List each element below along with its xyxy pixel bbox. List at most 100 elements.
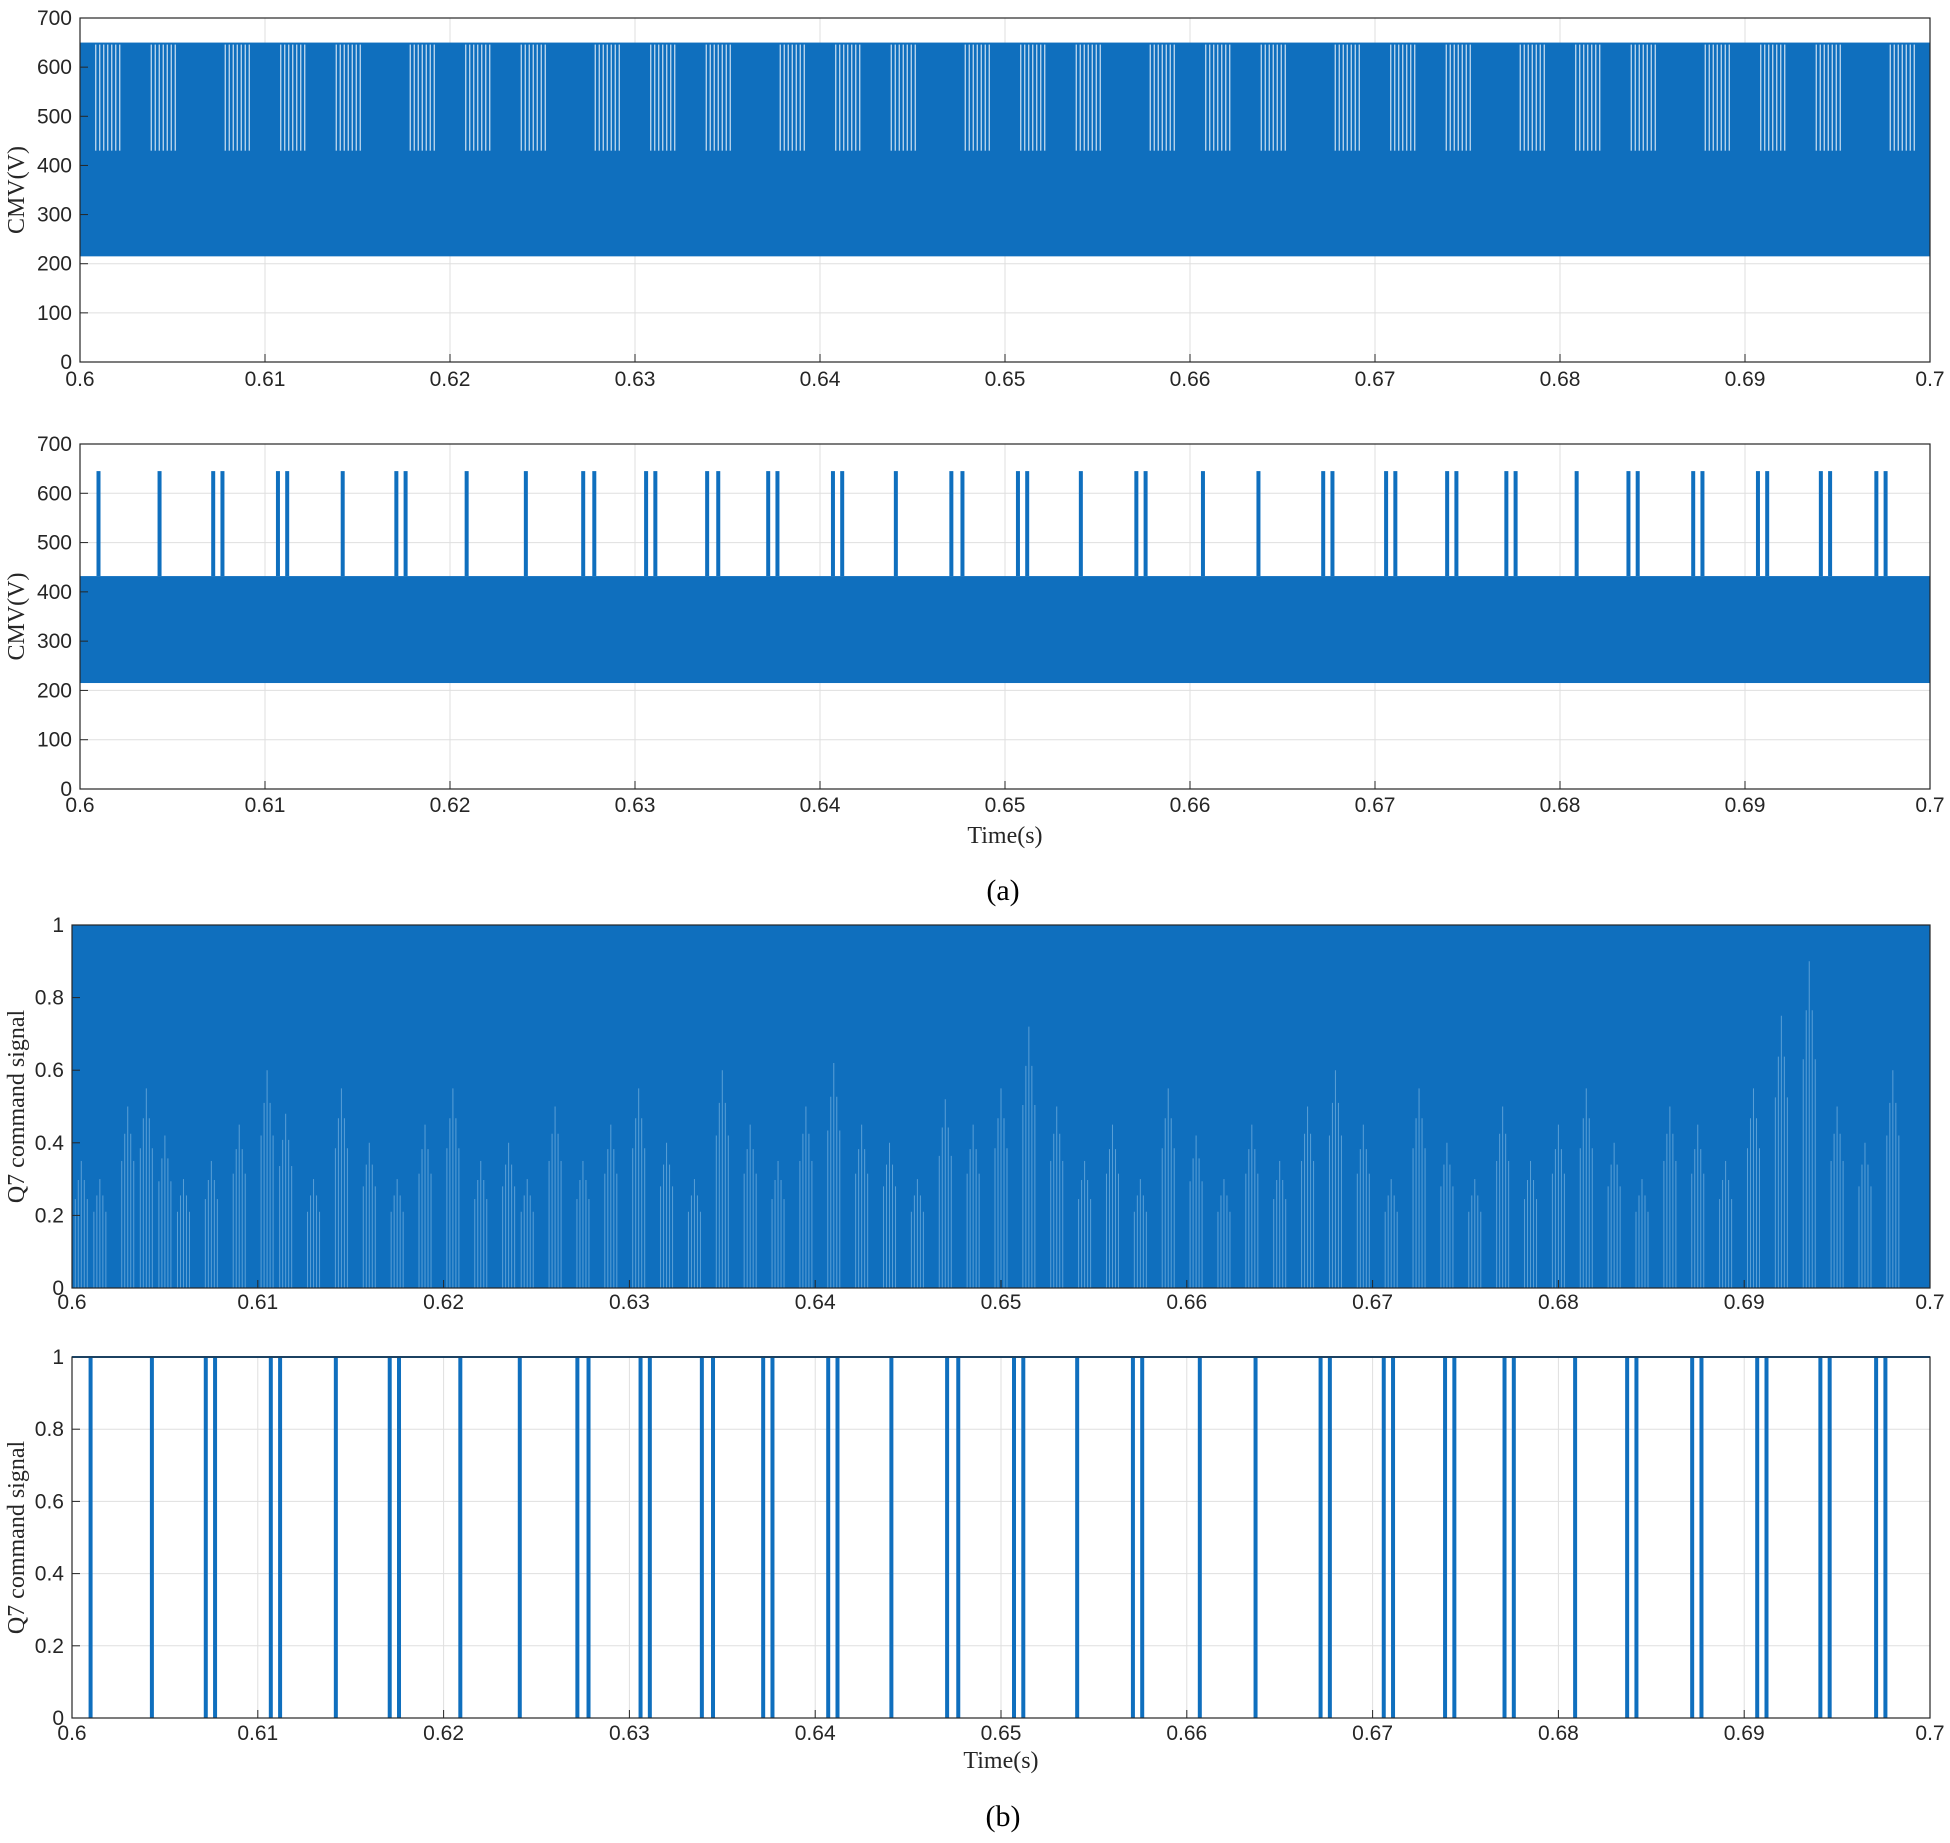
q7-plot-b-top: 0.6 0.61 0.62 0.63 0.64 0.65 0.66 0.67 0.68 0.69 0… <box>4 914 1945 1314</box>
signal-pulse <box>1391 1357 1396 1718</box>
x-tick-label: 0.67 <box>1355 368 1396 391</box>
x-tick-label: 0.67 <box>1355 794 1396 817</box>
signal-spike <box>403 471 408 577</box>
y-tick-label: 0 <box>60 778 72 801</box>
x-tick-label: 0.69 <box>1725 368 1766 391</box>
x-tick-label: 0.6 <box>57 1722 86 1745</box>
cmv-plot-a-top: 0.6 0.61 0.62 0.63 0.64 0.65 0.66 0.67 0.68 0.69 0… <box>4 7 1945 391</box>
x-tick-label: 0.64 <box>795 1722 836 1745</box>
signal-pulse <box>1012 1357 1017 1718</box>
signal-pulse <box>517 1357 522 1718</box>
signal-spike <box>464 471 469 577</box>
signal-pulse <box>203 1357 208 1718</box>
signal-pulse <box>761 1357 766 1718</box>
x-tick-label: 0.61 <box>245 368 286 391</box>
x-tick-label: 0.63 <box>609 1722 650 1745</box>
signal-pulse <box>1130 1357 1135 1718</box>
y-tick-label: 700 <box>37 433 72 456</box>
x-tick-label: 0.7 <box>1915 1722 1944 1745</box>
signal-pulse <box>333 1357 338 1718</box>
x-tick-label: 0.61 <box>237 1291 278 1314</box>
signal-pulse <box>1827 1357 1832 1718</box>
y-tick-label: 0 <box>52 1277 64 1300</box>
y-tick-label: 0.4 <box>35 1563 65 1586</box>
caption-b: (b) <box>986 1800 1021 1833</box>
signal-spike <box>1025 471 1030 577</box>
signal-spike <box>1321 471 1326 577</box>
signal-pulse <box>711 1357 716 1718</box>
signal-pulse <box>1197 1357 1202 1718</box>
x-tick-label: 0.61 <box>245 794 286 817</box>
x-tick-label: 0.6 <box>65 794 94 817</box>
signal-pulse <box>699 1357 704 1718</box>
signal-spike <box>893 471 898 577</box>
x-tick-label: 0.7 <box>1915 368 1944 391</box>
signal-pulse <box>1874 1357 1879 1718</box>
y-tick-label: 0.2 <box>35 1204 64 1227</box>
signal-spike <box>1874 471 1879 577</box>
x-tick-label: 0.63 <box>615 794 656 817</box>
signal-pulse <box>1021 1357 1026 1718</box>
y-axis-title: CMV(V) <box>4 146 30 234</box>
signal-pulse <box>575 1357 580 1718</box>
y-tick-label: 0.4 <box>35 1132 65 1155</box>
signal-pulse <box>1634 1357 1639 1718</box>
signal-spike <box>1755 471 1760 577</box>
y-tick-label: 0 <box>60 351 72 374</box>
signal-spike <box>1635 471 1640 577</box>
y-axis-title: Q7 command signal <box>4 1441 30 1635</box>
signal-spike <box>1330 471 1335 577</box>
y-tick-label: 600 <box>37 56 72 79</box>
x-axis-title: Time(s) <box>967 823 1042 849</box>
x-tick-label: 0.63 <box>609 1291 650 1314</box>
x-tick-label: 0.65 <box>985 368 1026 391</box>
signal-pulse <box>1502 1357 1507 1718</box>
x-tick-label: 0.65 <box>981 1722 1022 1745</box>
signal-spike <box>1765 471 1770 577</box>
signal-pulse <box>945 1357 950 1718</box>
signal-spike <box>1828 471 1833 577</box>
signal-pulse <box>1699 1357 1704 1718</box>
signal-pulse <box>458 1357 463 1718</box>
signal-pulse <box>397 1357 402 1718</box>
signal-spike <box>960 471 965 577</box>
signal-spike <box>394 471 399 577</box>
signal-spike <box>1384 471 1389 577</box>
x-tick-label: 0.6 <box>65 368 94 391</box>
signal-spike <box>1256 471 1261 577</box>
y-tick-label: 1 <box>52 914 64 937</box>
x-tick-label: 0.62 <box>423 1291 464 1314</box>
x-tick-label: 0.62 <box>423 1722 464 1745</box>
signal-pulse <box>1075 1357 1080 1718</box>
signal-pulse <box>88 1357 93 1718</box>
y-tick-label: 500 <box>37 532 72 555</box>
y-tick-label: 100 <box>37 729 72 752</box>
signal-pulse <box>278 1357 283 1718</box>
signal-pulse <box>387 1357 392 1718</box>
signal-spike <box>1504 471 1509 577</box>
signal-pulse <box>770 1357 775 1718</box>
x-tick-label: 0.64 <box>800 368 841 391</box>
signal-pulse <box>826 1357 831 1718</box>
signal-pulse <box>1511 1357 1516 1718</box>
x-tick-label: 0.69 <box>1724 1722 1765 1745</box>
x-tick-label: 0.6 <box>57 1291 86 1314</box>
signal-pulse <box>1140 1357 1145 1718</box>
y-tick-label: 0.8 <box>35 987 64 1010</box>
x-tick-label: 0.64 <box>800 794 841 817</box>
signal-spike <box>1454 471 1459 577</box>
x-tick-label: 0.62 <box>430 794 471 817</box>
x-axis-title: Time(s) <box>963 1748 1038 1774</box>
signal-spike <box>1818 471 1823 577</box>
y-tick-label: 600 <box>37 482 72 505</box>
signal-pulse <box>1318 1357 1323 1718</box>
signal-spike <box>1015 471 1020 577</box>
x-tick-label: 0.67 <box>1352 1722 1393 1745</box>
signal-pulse <box>1883 1357 1888 1718</box>
y-tick-label: 400 <box>37 581 72 604</box>
signal-pulse <box>638 1357 643 1718</box>
y-tick-label: 500 <box>37 105 72 128</box>
x-tick-label: 0.66 <box>1170 368 1211 391</box>
x-tick-label: 0.65 <box>981 1291 1022 1314</box>
signal-pulse <box>586 1357 591 1718</box>
